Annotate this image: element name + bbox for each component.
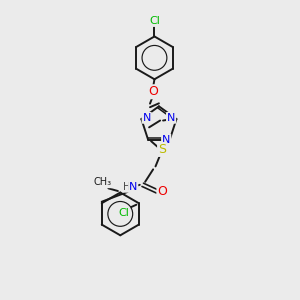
Text: O: O bbox=[158, 185, 167, 199]
Text: Cl: Cl bbox=[118, 208, 129, 218]
Text: Cl: Cl bbox=[149, 16, 160, 26]
Text: H: H bbox=[123, 182, 130, 192]
Text: N: N bbox=[142, 113, 151, 123]
Text: N: N bbox=[167, 113, 175, 123]
Text: CH₃: CH₃ bbox=[94, 177, 112, 188]
Text: S: S bbox=[158, 143, 166, 156]
Text: N: N bbox=[162, 135, 170, 145]
Text: O: O bbox=[148, 85, 158, 98]
Text: N: N bbox=[129, 182, 137, 192]
